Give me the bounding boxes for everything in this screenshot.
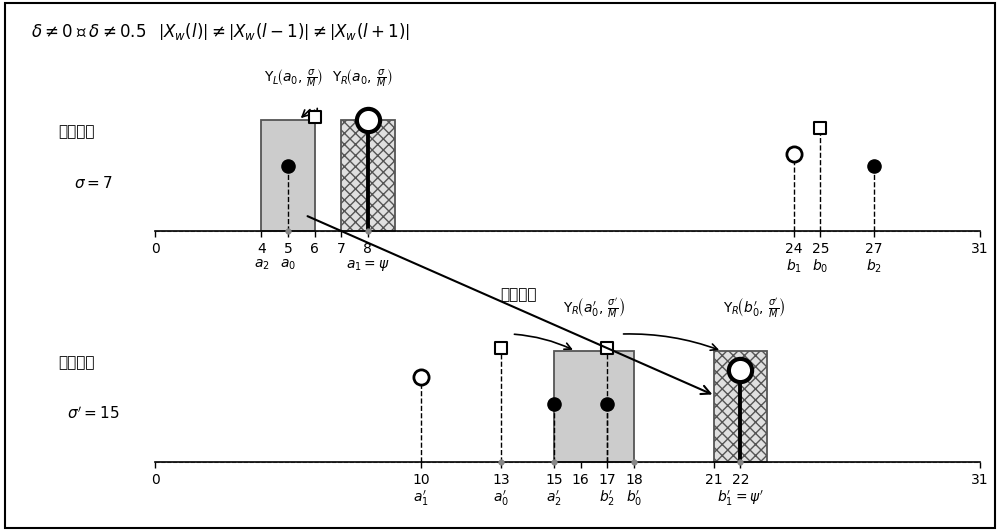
Text: $a_1'$: $a_1'$ [413, 489, 429, 508]
Point [493, 344, 509, 352]
Text: $\Upsilon_R\!\left(b_0',\,\frac{\sigma'}{M}\right)$: $\Upsilon_R\!\left(b_0',\,\frac{\sigma'}… [723, 297, 785, 320]
Bar [714, 351, 767, 463]
Point [280, 162, 296, 171]
Text: 重排参数: 重排参数 [58, 124, 95, 140]
Text: $a_0$: $a_0$ [280, 258, 296, 272]
Text: $\sigma = 7$: $\sigma = 7$ [74, 175, 113, 191]
Text: $b_1$: $b_1$ [786, 258, 802, 275]
Text: $\Upsilon_R\!\left(a_0',\,\frac{\sigma'}{M}\right)$: $\Upsilon_R\!\left(a_0',\,\frac{\sigma'}… [563, 297, 625, 320]
Point [546, 399, 562, 408]
Text: $a_2'$: $a_2'$ [546, 489, 562, 508]
Text: 频率匹配: 频率匹配 [500, 287, 536, 302]
Text: $b_0'$: $b_0'$ [626, 489, 642, 508]
Point [546, 458, 562, 467]
Text: 重排参数: 重排参数 [58, 355, 95, 371]
Point [786, 150, 802, 158]
Text: $b_2$: $b_2$ [866, 258, 882, 275]
Point [732, 458, 748, 467]
Text: $\Upsilon_R\!\left(a_0,\,\frac{\sigma}{M}\right)$: $\Upsilon_R\!\left(a_0,\,\frac{\sigma}{M… [332, 67, 393, 89]
Point [413, 373, 429, 382]
Point [812, 124, 828, 132]
Point [493, 458, 509, 467]
Bar [261, 120, 315, 232]
Bar [554, 351, 634, 463]
Text: $b_1' = \psi'$: $b_1' = \psi'$ [717, 489, 764, 508]
Text: $\delta \neq 0$ 且 $\delta \neq 0.5$   $\left|X_w(l)\right| \neq \left|X_w(l-1)\r: $\delta \neq 0$ 且 $\delta \neq 0.5$ $\le… [31, 21, 410, 42]
Point [626, 458, 642, 467]
Point [360, 116, 376, 124]
Point [307, 113, 323, 121]
Point [866, 162, 882, 171]
Bar [341, 120, 395, 232]
Text: $a_1 = \psi$: $a_1 = \psi$ [346, 258, 390, 273]
Point [360, 227, 376, 236]
Text: $a_0'$: $a_0'$ [493, 489, 509, 508]
Text: $\Upsilon_L\!\left(a_0,\,\frac{\sigma}{M}\right)$: $\Upsilon_L\!\left(a_0,\,\frac{\sigma}{M… [264, 67, 323, 89]
Text: $a_2$: $a_2$ [254, 258, 269, 272]
Point [599, 399, 615, 408]
Point [280, 227, 296, 236]
Point [599, 344, 615, 352]
Text: $b_0$: $b_0$ [812, 258, 828, 275]
Text: $b_2'$: $b_2'$ [599, 489, 615, 508]
Point [732, 365, 748, 374]
Text: $\sigma' = 15$: $\sigma' = 15$ [67, 406, 119, 422]
